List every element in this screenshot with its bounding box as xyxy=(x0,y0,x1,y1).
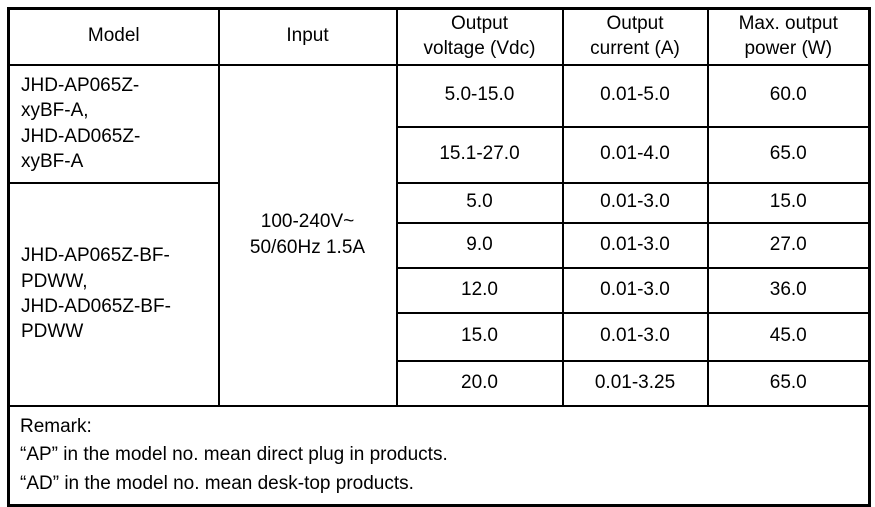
model-name: JHD-AD065Z- xyBF-A xyxy=(21,125,141,172)
column-header-output-current-label: Output current (A) xyxy=(590,13,680,59)
model-group-2-cell: JHD-AP065Z-BF- PDWW, JHD-AD065Z-BF- PDWW xyxy=(7,181,220,407)
output-voltage-cell: 5.0 xyxy=(395,181,564,224)
output-current-cell: 0.01-3.0 xyxy=(561,181,709,224)
max-output-power-cell: 65.0 xyxy=(706,125,871,184)
output-current-cell: 0.01-5.0 xyxy=(561,63,709,128)
table-row: JHD-AP065Z- xyBF-A, JHD-AD065Z- xyBF-A 1… xyxy=(7,63,871,407)
output-voltage-cell: 15.0 xyxy=(395,311,564,362)
remark-line-ad: “AD” in the model no. mean desk-top prod… xyxy=(20,472,414,494)
column-header-output-current: Output current (A) xyxy=(561,7,709,66)
power-spec-table: Model Input Output voltage (Vdc) Output … xyxy=(7,7,871,507)
remark-line-ap: “AP” in the model no. mean direct plug i… xyxy=(20,444,448,465)
output-current-cell: 0.01-3.0 xyxy=(561,221,709,269)
column-header-output-voltage-label: Output voltage (Vdc) xyxy=(423,13,536,59)
table-row: 9.0 0.01-3.0 27.0 xyxy=(9,221,871,269)
output-current-cell: 0.01-3.0 xyxy=(561,311,709,362)
column-header-model-label: Model xyxy=(87,25,140,47)
output-voltage-cell: 20.0 xyxy=(395,359,564,407)
remark-cell: Remark: “AP” in the model no. mean direc… xyxy=(7,404,871,507)
column-header-output-voltage: Output voltage (Vdc) xyxy=(395,7,564,66)
max-output-power-cell: 27.0 xyxy=(706,221,871,269)
output-voltage-cell: 15.1-27.0 xyxy=(395,125,564,184)
max-output-power-cell: 45.0 xyxy=(706,311,871,362)
column-header-max-output-power: Max. output power (W) xyxy=(706,7,871,66)
model-group-1-cell: JHD-AP065Z- xyBF-A, JHD-AD065Z- xyBF-A xyxy=(7,63,220,184)
output-current-cell: 0.01-3.25 xyxy=(561,359,709,407)
table-row: 15.0 0.01-3.0 45.0 xyxy=(9,311,871,362)
max-output-power-cell: 60.0 xyxy=(706,63,871,128)
output-voltage-cell: 12.0 xyxy=(395,266,564,314)
column-header-max-output-power-label: Max. output power (W) xyxy=(738,13,838,59)
table-row: JHD-AP065Z-BF- PDWW, JHD-AD065Z-BF- PDWW… xyxy=(7,181,871,407)
max-output-power-cell: 65.0 xyxy=(706,359,871,407)
column-header-model: Model xyxy=(7,7,220,66)
output-voltage-cell: 5.0-15.0 xyxy=(395,63,564,128)
model-name: JHD-AP065Z-BF- PDWW, xyxy=(21,245,170,292)
output-current-cell: 0.01-4.0 xyxy=(561,125,709,184)
table-row: 15.1-27.0 0.01-4.0 65.0 xyxy=(9,125,871,184)
remark-row: Remark: “AP” in the model no. mean direc… xyxy=(7,404,871,507)
header-row: Model Input Output voltage (Vdc) Output … xyxy=(7,7,871,66)
column-header-input: Input xyxy=(217,7,398,66)
input-cell: 100-240V~ 50/60Hz 1.5A xyxy=(217,63,398,407)
table-row: 12.0 0.01-3.0 36.0 xyxy=(9,266,871,314)
table-row: 20.0 0.01-3.25 65.0 xyxy=(9,359,871,407)
model-name: JHD-AD065Z-BF- PDWW xyxy=(21,296,171,343)
remark-title: Remark: xyxy=(20,415,92,437)
max-output-power-cell: 15.0 xyxy=(706,181,871,224)
output-voltage-cell: 9.0 xyxy=(395,221,564,269)
model-name: JHD-AP065Z- xyBF-A, xyxy=(21,74,140,122)
column-header-input-label: Input xyxy=(286,25,329,47)
output-current-cell: 0.01-3.0 xyxy=(561,266,709,314)
max-output-power-cell: 36.0 xyxy=(706,266,871,314)
